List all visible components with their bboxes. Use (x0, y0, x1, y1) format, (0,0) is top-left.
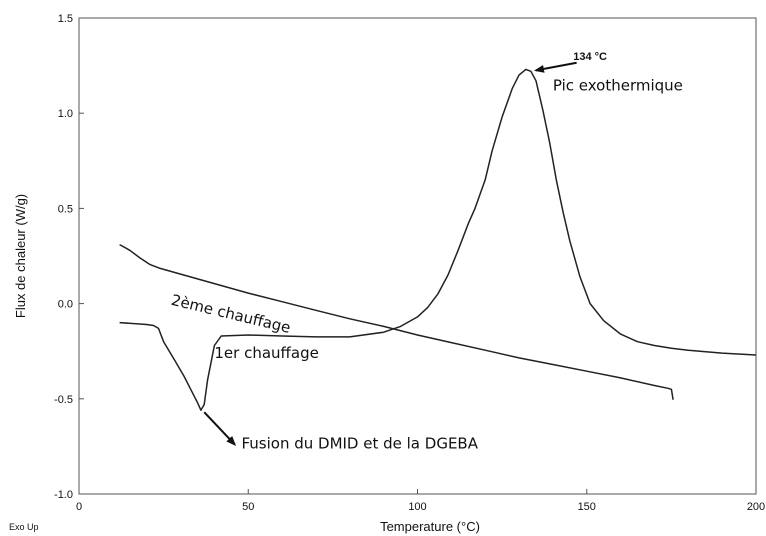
y-tick-label: 1.5 (58, 13, 73, 25)
series-line (119, 243, 674, 400)
arrow-group (203, 61, 577, 446)
annotation-label: 2ème chauffage (169, 291, 292, 337)
y-tick-label: -1.0 (54, 489, 73, 501)
annotation-group: 2ème chauffage 1er chauffage Pic exothermi… (169, 51, 682, 452)
exo-up-label: Exo Up (9, 522, 39, 532)
annotation-label: Fusion du DMID et de la DGEBA (241, 434, 478, 452)
series-group (119, 68, 757, 411)
y-tick-label: 0.0 (58, 299, 73, 311)
y-tick-label: 1.0 (58, 108, 73, 120)
annotation-label: 1er chauffage (214, 344, 318, 362)
x-tick-label: 200 (747, 501, 765, 513)
y-tick-label: -0.5 (54, 394, 73, 406)
tick-group: 0 50 100 150 200 -1.0 -0.5 0.0 0.5 1.0 1.5 (54, 13, 765, 513)
series-line (119, 68, 757, 411)
annotation-arrow (203, 411, 237, 446)
x-tick-label: 50 (242, 501, 254, 513)
annotation-label: Pic exothermique (553, 76, 683, 94)
y-axis-title: Flux de chaleur (W/g) (13, 194, 28, 318)
annotation-arrow (534, 61, 577, 73)
x-axis-title: Temperature (°C) (380, 519, 480, 534)
x-tick-label: 0 (76, 501, 82, 513)
annotation-label: 134 °C (573, 51, 607, 63)
x-tick-label: 100 (408, 501, 426, 513)
x-tick-label: 150 (578, 501, 596, 513)
y-tick-label: 0.5 (58, 203, 73, 215)
